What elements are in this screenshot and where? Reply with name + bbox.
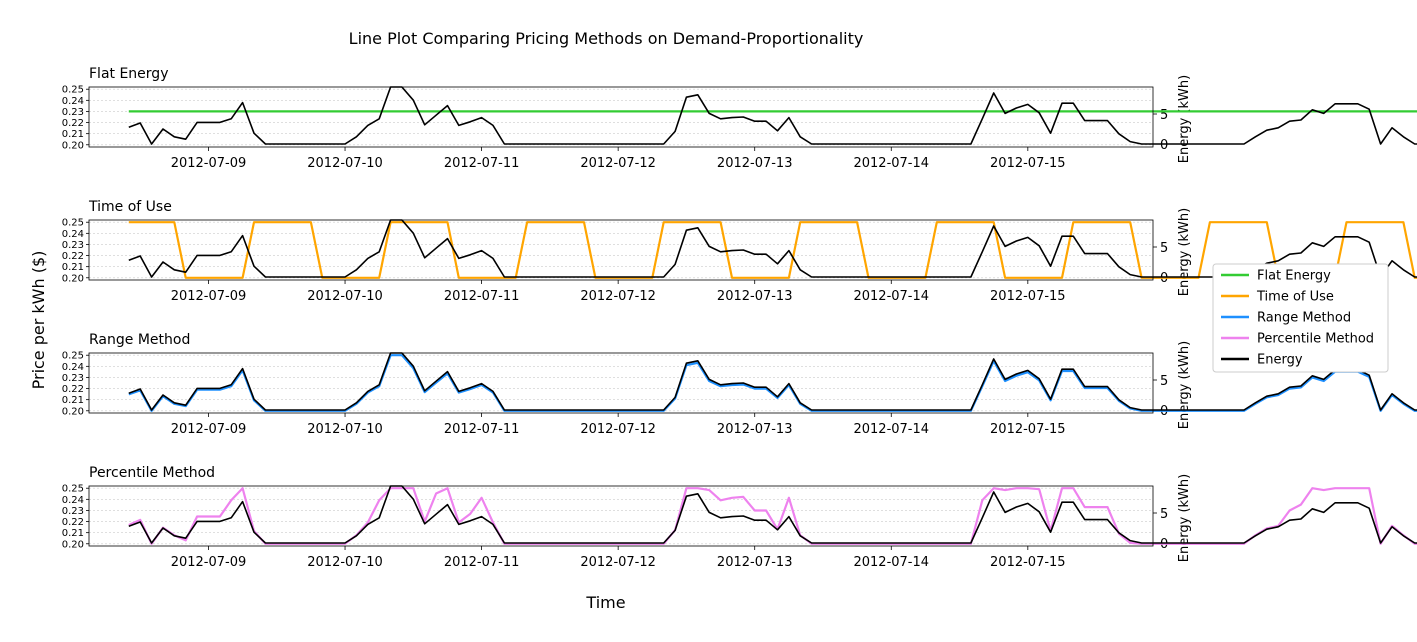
x-tick-label: 2012-07-09 <box>171 156 247 171</box>
y-tick-label: 0.20 <box>62 406 84 417</box>
x-tick-label: 2012-07-14 <box>853 422 929 437</box>
y-tick-label: 0.24 <box>62 96 84 107</box>
x-tick-label: 2012-07-10 <box>307 156 383 171</box>
x-axis-label: Time <box>585 593 625 612</box>
series-line-energy <box>128 86 1417 145</box>
x-tick-label: 2012-07-12 <box>580 422 656 437</box>
figure-title: Line Plot Comparing Pricing Methods on D… <box>349 29 864 48</box>
y-tick-label: 0.21 <box>62 528 84 539</box>
x-tick-label: 2012-07-10 <box>307 289 383 304</box>
y2-tick-label: 0 <box>1160 138 1168 153</box>
legend-item: Energy <box>1221 353 1303 368</box>
x-tick-label: 2012-07-11 <box>444 422 520 437</box>
axes-frame <box>88 219 1154 281</box>
x-tick-label: 2012-07-13 <box>717 422 793 437</box>
x-tick-label: 2012-07-15 <box>990 289 1066 304</box>
y-tick-label: 0.22 <box>62 384 84 395</box>
y-tick-label: 0.25 <box>62 351 84 362</box>
x-tick-label: 2012-07-15 <box>990 555 1066 570</box>
y2-axis-label: Energy (kWh) <box>1177 75 1192 163</box>
subplot-title: Range Method <box>89 332 190 348</box>
y-tick-label: 0.23 <box>62 240 84 251</box>
y-tick-label: 0.24 <box>62 495 84 506</box>
series-line-energy <box>128 352 1417 411</box>
axes-frame <box>88 352 1154 414</box>
series-line-energy <box>128 485 1417 544</box>
y-tick-label: 0.21 <box>62 262 84 273</box>
y-tick-label: 0.22 <box>62 517 84 528</box>
legend-label: Percentile Method <box>1257 332 1374 347</box>
y-tick-label: 0.22 <box>62 118 84 129</box>
y-tick-label: 0.20 <box>62 273 84 284</box>
subplot-title: Time of Use <box>88 199 172 215</box>
y2-tick-label: 5 <box>1160 507 1168 522</box>
y2-tick-label: 5 <box>1160 241 1168 256</box>
legend-label: Energy <box>1257 353 1303 368</box>
x-tick-label: 2012-07-12 <box>580 156 656 171</box>
y-axis-label-left: Price per kWh ($) <box>29 251 48 390</box>
y-tick-label: 0.24 <box>62 229 84 240</box>
subplot-1: Flat Energy 0.200.210.220.230.240.25 0 5 Ene… <box>62 66 1417 171</box>
x-tick-label: 2012-07-11 <box>444 289 520 304</box>
x-tick-label: 2012-07-14 <box>853 156 929 171</box>
subplot-4: Percentile Method 0.200.210.220.230.240.2… <box>62 465 1417 570</box>
y2-axis-label: Energy (kWh) <box>1177 208 1192 296</box>
y-tick-label: 0.25 <box>62 218 84 229</box>
legend-item: Flat Energy <box>1221 269 1331 284</box>
axes-frame <box>88 86 1154 148</box>
series-line-price <box>128 487 1417 545</box>
legend-box <box>1212 263 1389 373</box>
x-tick-label: 2012-07-11 <box>444 555 520 570</box>
y2-tick-label: 5 <box>1160 374 1168 389</box>
x-tick-label: 2012-07-12 <box>580 555 656 570</box>
subplot-title: Flat Energy <box>89 66 168 82</box>
y2-axis-label: Energy (kWh) <box>1177 341 1192 429</box>
x-tick-label: 2012-07-09 <box>171 555 247 570</box>
y-tick-label: 0.22 <box>62 251 84 262</box>
x-tick-label: 2012-07-13 <box>717 156 793 171</box>
x-tick-label: 2012-07-14 <box>853 555 929 570</box>
y-tick-label: 0.23 <box>62 107 84 118</box>
x-tick-label: 2012-07-09 <box>171 422 247 437</box>
legend-label: Time of Use <box>1256 290 1334 305</box>
y-tick-label: 0.20 <box>62 539 84 550</box>
legend-label: Range Method <box>1257 311 1351 326</box>
x-tick-label: 2012-07-15 <box>990 422 1066 437</box>
y-tick-label: 0.21 <box>62 395 84 406</box>
x-tick-label: 2012-07-13 <box>717 555 793 570</box>
legend: Flat Energy Time of Use Range Method Percen… <box>1212 263 1389 373</box>
y2-tick-label: 5 <box>1160 108 1168 123</box>
y-tick-label: 0.23 <box>62 373 84 384</box>
x-tick-label: 2012-07-10 <box>307 422 383 437</box>
legend-item: Time of Use <box>1221 290 1334 305</box>
legend-item: Percentile Method <box>1221 332 1374 347</box>
x-tick-label: 2012-07-13 <box>717 289 793 304</box>
x-tick-label: 2012-07-09 <box>171 289 247 304</box>
y-tick-label: 0.23 <box>62 506 84 517</box>
legend-label: Flat Energy <box>1257 269 1331 284</box>
x-tick-label: 2012-07-10 <box>307 555 383 570</box>
series-line-energy <box>128 219 1417 278</box>
x-tick-label: 2012-07-14 <box>853 289 929 304</box>
y-tick-label: 0.25 <box>62 484 84 495</box>
x-tick-label: 2012-07-11 <box>444 156 520 171</box>
y-tick-label: 0.24 <box>62 362 84 373</box>
y2-axis-label: Energy (kWh) <box>1177 474 1192 562</box>
x-tick-label: 2012-07-12 <box>580 289 656 304</box>
y-tick-label: 0.25 <box>62 85 84 96</box>
axes-frame <box>88 485 1154 547</box>
legend-item: Range Method <box>1221 311 1351 326</box>
x-tick-label: 2012-07-15 <box>990 156 1066 171</box>
y-tick-label: 0.21 <box>62 129 84 140</box>
y-tick-label: 0.20 <box>62 140 84 151</box>
subplot-title: Percentile Method <box>89 465 215 481</box>
